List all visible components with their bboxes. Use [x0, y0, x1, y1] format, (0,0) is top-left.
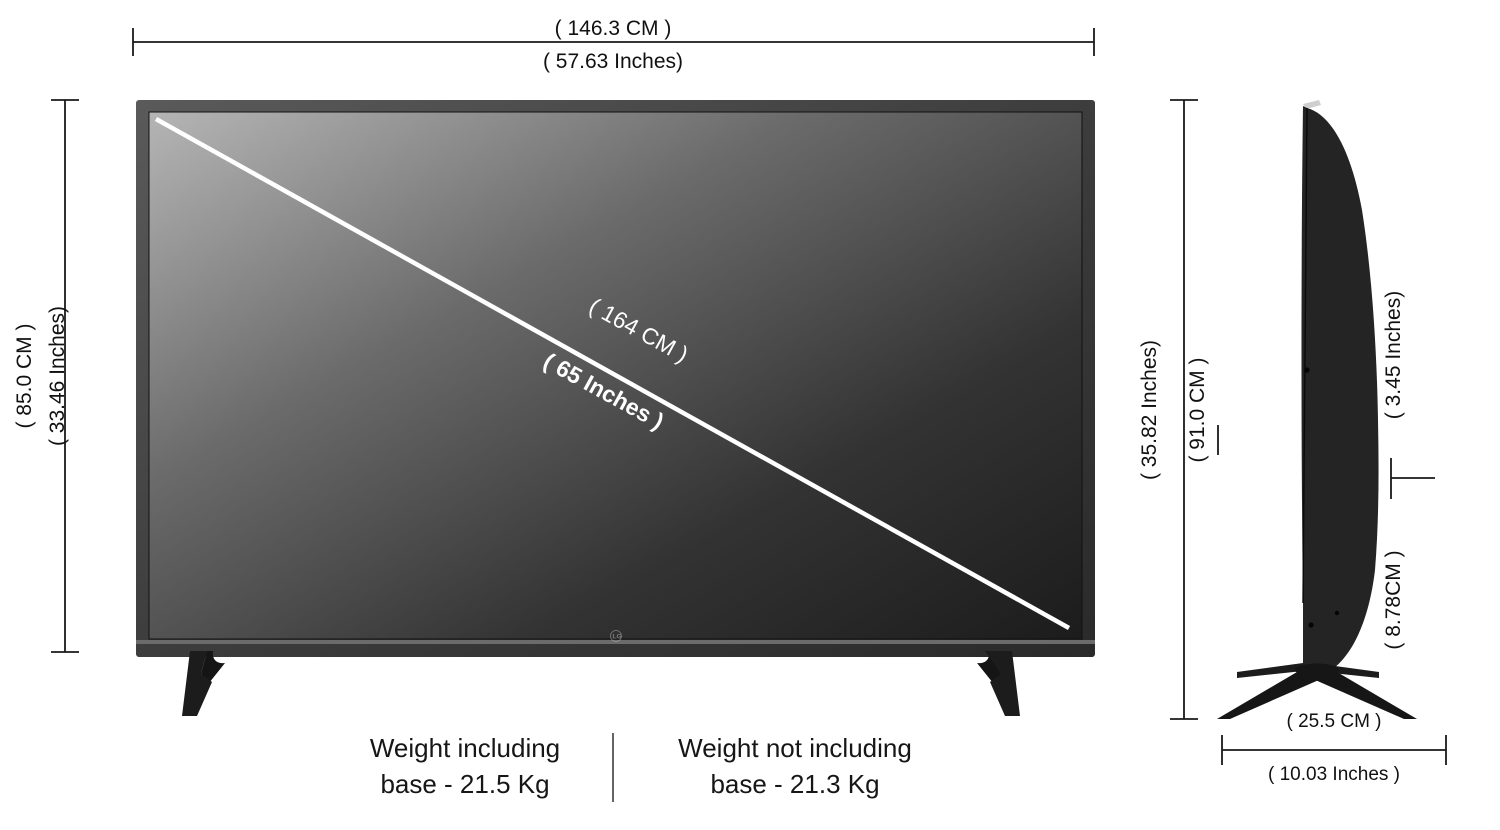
svg-text:( 8.78CM ): ( 8.78CM ) [1382, 550, 1405, 649]
svg-text:( 33.46 Inches): ( 33.46 Inches) [46, 306, 69, 446]
svg-text:Weight including: Weight including [370, 733, 560, 763]
svg-text:( 91.0 CM ): ( 91.0 CM ) [1186, 357, 1209, 462]
svg-text:base - 21.5 Kg: base - 21.5 Kg [380, 769, 549, 799]
svg-text:( 10.03 Inches ): ( 10.03 Inches ) [1268, 764, 1400, 785]
svg-text:( 57.63 Inches): ( 57.63 Inches) [543, 50, 683, 73]
svg-text:( 35.82 Inches): ( 35.82 Inches) [1138, 340, 1161, 480]
svg-text:( 3.45 Inches): ( 3.45 Inches) [1382, 291, 1405, 419]
svg-text:Weight not including: Weight not including [678, 733, 912, 763]
svg-text:base - 21.3 Kg: base - 21.3 Kg [710, 769, 879, 799]
svg-text:( 146.3 CM ): ( 146.3 CM ) [555, 17, 672, 40]
svg-text:( 25.5 CM ): ( 25.5 CM ) [1286, 711, 1381, 732]
svg-text:( 85.0 CM ): ( 85.0 CM ) [13, 323, 36, 428]
svg-text:LG: LG [612, 634, 621, 641]
